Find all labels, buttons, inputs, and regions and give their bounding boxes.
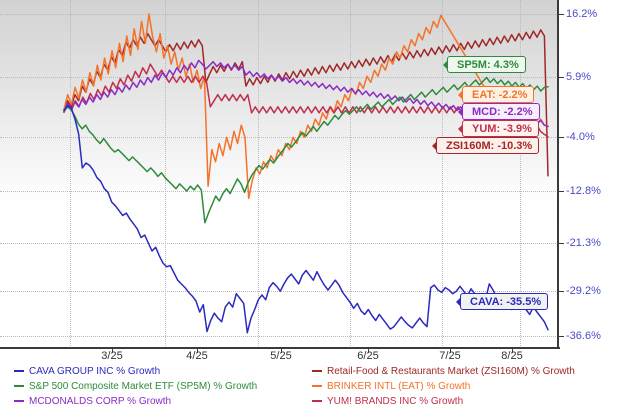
gridline-horizontal bbox=[0, 191, 558, 193]
callout-pointer-icon bbox=[458, 90, 463, 100]
y-tick-label: -21.3% bbox=[566, 236, 601, 249]
legend-swatch-icon bbox=[14, 385, 24, 387]
x-tick-mark bbox=[197, 348, 198, 353]
x-tick-label: 6/25 bbox=[357, 350, 379, 362]
gridline-horizontal bbox=[0, 137, 558, 139]
series-value-label: SP5M: 4.3% bbox=[443, 56, 526, 73]
gridline-vertical bbox=[350, 0, 351, 348]
gridline-horizontal bbox=[0, 14, 558, 16]
legend-label: CAVA GROUP INC % Growth bbox=[29, 365, 161, 377]
gridline-vertical bbox=[258, 0, 259, 348]
gridline-vertical bbox=[165, 0, 166, 348]
legend-label: S&P 500 Composite Market ETF (SP5M) % Gr… bbox=[29, 380, 258, 392]
callout-pointer-icon bbox=[443, 60, 448, 70]
y-tick-mark bbox=[558, 137, 564, 139]
x-tick-label: 7/25 bbox=[439, 350, 461, 362]
gridline-horizontal bbox=[0, 336, 558, 338]
x-tick-label: 3/25 bbox=[101, 350, 123, 362]
y-tick-mark bbox=[558, 336, 564, 338]
legend-swatch-icon bbox=[14, 400, 24, 402]
chart-legend: CAVA GROUP INC % Growth S&P 500 Composite… bbox=[0, 364, 620, 408]
series-value-label: ZSI160M: -10.3% bbox=[432, 137, 540, 154]
x-tick-mark bbox=[450, 348, 451, 353]
gridline-horizontal bbox=[0, 291, 558, 293]
x-tick-mark bbox=[512, 348, 513, 353]
legend-swatch-icon bbox=[312, 370, 322, 372]
legend-label: YUM! BRANDS INC % Growth bbox=[327, 395, 464, 407]
legend-label: MCDONALDS CORP % Growth bbox=[29, 395, 172, 407]
legend-swatch-icon bbox=[312, 385, 322, 387]
x-tick-label: 5/25 bbox=[270, 350, 292, 362]
y-tick-label: 16.2% bbox=[566, 8, 598, 21]
x-tick-label: 4/25 bbox=[186, 350, 208, 362]
y-tick-mark bbox=[558, 291, 564, 293]
legend-item[interactable]: Retail-Food & Restaurants Market (ZSI160… bbox=[312, 364, 575, 378]
x-axis-line bbox=[0, 347, 560, 349]
x-tick-label: 8/25 bbox=[501, 350, 523, 362]
legend-column-right: Retail-Food & Restaurants Market (ZSI160… bbox=[312, 364, 575, 409]
legend-item[interactable]: BRINKER INTL (EAT) % Growth bbox=[312, 379, 575, 393]
series-line-sp5m bbox=[63, 76, 549, 224]
callout-pointer-icon bbox=[458, 124, 463, 134]
legend-item[interactable]: CAVA GROUP INC % Growth bbox=[14, 364, 257, 378]
y-tick-label: -12.8% bbox=[566, 185, 601, 198]
y-axis-line bbox=[557, 0, 559, 349]
y-tick-label: -4.0% bbox=[566, 131, 595, 144]
series-value-label: MCD: -2.2% bbox=[458, 103, 540, 120]
x-tick-mark bbox=[112, 348, 113, 353]
y-tick-mark bbox=[558, 191, 564, 193]
x-tick-mark bbox=[368, 348, 369, 353]
callout-pointer-icon bbox=[432, 141, 437, 151]
y-tick-mark bbox=[558, 14, 564, 16]
legend-item[interactable]: MCDONALDS CORP % Growth bbox=[14, 394, 257, 408]
callout-pointer-icon bbox=[456, 297, 461, 307]
series-value-label: YUM: -3.9% bbox=[458, 120, 539, 137]
y-tick-label: 5.9% bbox=[566, 70, 592, 83]
legend-item[interactable]: YUM! BRANDS INC % Growth bbox=[312, 394, 575, 408]
y-tick-mark bbox=[558, 76, 564, 78]
y-tick-label: -36.6% bbox=[566, 330, 601, 343]
legend-label: BRINKER INTL (EAT) % Growth bbox=[327, 380, 471, 392]
y-tick-label: -29.2% bbox=[566, 285, 601, 298]
series-value-label: EAT: -2.2% bbox=[458, 86, 535, 103]
legend-swatch-icon bbox=[312, 400, 322, 402]
gridline-vertical bbox=[70, 0, 71, 348]
callout-pointer-icon bbox=[458, 107, 463, 117]
legend-swatch-icon bbox=[14, 370, 24, 372]
gridline-vertical bbox=[520, 0, 521, 348]
legend-label: Retail-Food & Restaurants Market (ZSI160… bbox=[327, 365, 575, 377]
gridline-horizontal bbox=[0, 242, 558, 244]
gridline-vertical bbox=[442, 0, 443, 348]
y-tick-mark bbox=[558, 242, 564, 244]
legend-item[interactable]: S&P 500 Composite Market ETF (SP5M) % Gr… bbox=[14, 379, 257, 393]
x-tick-mark bbox=[281, 348, 282, 353]
series-value-label: CAVA: -35.5% bbox=[456, 293, 549, 310]
legend-column-left: CAVA GROUP INC % Growth S&P 500 Composite… bbox=[14, 364, 257, 409]
